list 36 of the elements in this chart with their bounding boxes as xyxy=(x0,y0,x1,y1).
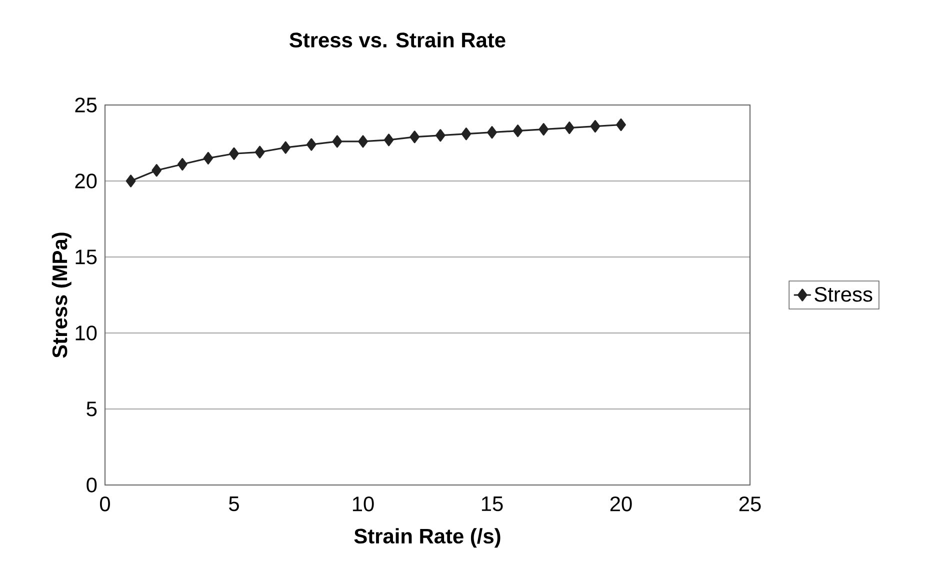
point xyxy=(229,147,239,160)
point xyxy=(203,152,214,164)
x-axis-title: Strain Rate (/s) xyxy=(354,528,500,548)
x-tick-label: 20 xyxy=(610,496,632,512)
point xyxy=(306,138,316,151)
point xyxy=(254,146,265,158)
x-tick-label: 5 xyxy=(229,496,239,512)
point xyxy=(512,124,523,138)
x-tick-label: 15 xyxy=(482,496,503,512)
point xyxy=(538,123,549,136)
point xyxy=(435,129,446,142)
point xyxy=(616,118,626,132)
point xyxy=(564,122,574,134)
y-tick-label: 20 xyxy=(75,174,97,188)
y-tick-label: 25 xyxy=(75,98,97,112)
y-tick-label: 10 xyxy=(76,326,97,340)
point xyxy=(384,134,394,146)
x-tick-label: 0 xyxy=(100,496,110,512)
y-tick-label: 5 xyxy=(86,402,97,416)
x-tick-label: 25 xyxy=(739,496,761,512)
x-tick-label: 10 xyxy=(352,496,374,512)
chart-title: Stress vs. Strain Rate xyxy=(290,32,506,48)
point xyxy=(358,135,368,148)
point xyxy=(280,141,291,154)
legend-label: Stress xyxy=(814,286,872,302)
y-tick-label: 15 xyxy=(76,250,97,264)
y-tick-label: 0 xyxy=(86,478,97,492)
point xyxy=(487,126,497,139)
point xyxy=(177,158,188,171)
point xyxy=(332,135,342,148)
point xyxy=(126,174,136,188)
point xyxy=(590,120,600,133)
point xyxy=(461,128,472,140)
y-axis-title: Stress (MPa) xyxy=(52,232,72,358)
point xyxy=(410,130,420,144)
point xyxy=(152,164,162,177)
